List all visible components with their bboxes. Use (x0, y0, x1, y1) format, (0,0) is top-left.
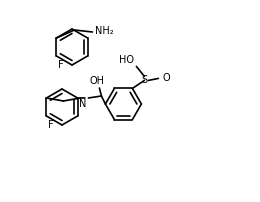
Text: F: F (48, 120, 54, 130)
Text: OH: OH (90, 76, 105, 86)
Text: NH₂: NH₂ (95, 26, 114, 36)
Text: S: S (141, 75, 147, 85)
Text: N: N (79, 99, 86, 109)
Text: F: F (58, 60, 64, 70)
Text: O: O (162, 73, 170, 83)
Text: HO: HO (119, 55, 134, 65)
